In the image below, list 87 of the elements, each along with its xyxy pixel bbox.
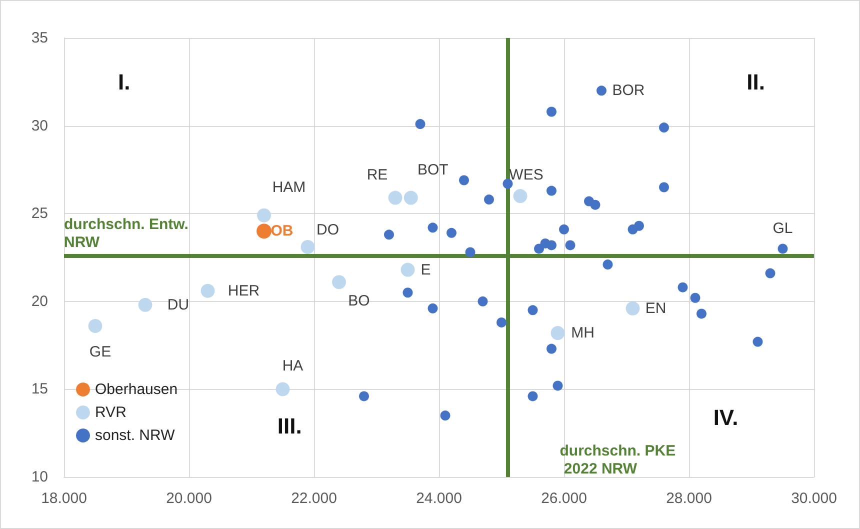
point	[596, 86, 606, 96]
x-tick-label: 20.000	[166, 490, 212, 507]
point	[678, 282, 688, 292]
point	[440, 410, 450, 421]
annotation: EN	[645, 300, 666, 317]
point	[415, 119, 426, 130]
point	[602, 260, 613, 270]
y-tick-label: 30	[31, 117, 48, 134]
annotation: E	[420, 261, 431, 278]
point	[300, 240, 315, 254]
ref-line-label: durchschn. Entw. NRW	[64, 216, 193, 252]
point	[484, 194, 494, 205]
point	[690, 292, 700, 303]
x-tick-label: 24.000	[416, 490, 462, 507]
y-tick-label: 35	[31, 30, 48, 46]
point	[626, 301, 640, 316]
point	[546, 106, 556, 117]
point	[659, 122, 669, 133]
annotation: IV.	[713, 404, 738, 430]
point	[388, 190, 402, 205]
x-tick-label: 30.000	[791, 490, 837, 507]
point	[138, 298, 152, 312]
point	[465, 247, 476, 258]
point	[528, 305, 538, 316]
point	[257, 208, 271, 222]
annotation: BO	[348, 292, 370, 310]
annotation: II.	[746, 70, 766, 95]
point	[478, 296, 488, 306]
annotation: OB	[270, 222, 294, 240]
point	[384, 230, 394, 240]
point	[552, 380, 563, 391]
annotation: DU	[167, 296, 190, 314]
point	[696, 308, 706, 319]
point	[546, 186, 556, 196]
point	[332, 275, 346, 290]
point	[88, 318, 102, 333]
point	[513, 189, 528, 204]
x-tick-label: 22.000	[291, 490, 337, 507]
legend-label: sonst. NRW	[95, 427, 176, 444]
point	[276, 382, 290, 396]
point	[590, 200, 600, 210]
annotation: GE	[89, 343, 112, 360]
point	[400, 262, 415, 277]
y-tick-label: 10	[31, 468, 48, 486]
annotation: DO	[316, 221, 339, 238]
point	[778, 244, 788, 254]
point	[559, 224, 569, 234]
point	[359, 391, 369, 402]
y-tick-label: 20	[31, 292, 48, 310]
annotation: HAM	[272, 178, 306, 196]
annotation: MH	[571, 324, 594, 342]
point	[546, 344, 556, 354]
y-tick-label: 15	[31, 380, 48, 398]
y-tick-label: 25	[31, 205, 48, 222]
point	[496, 317, 506, 328]
point	[565, 240, 576, 250]
x-tick-label: 26.000	[541, 490, 587, 507]
x-tick-label: 18.000	[41, 490, 87, 507]
annotation: BOR	[612, 82, 645, 100]
point	[765, 268, 776, 278]
annotation: III.	[277, 414, 302, 439]
point	[428, 303, 438, 314]
point	[634, 220, 644, 231]
point	[404, 190, 418, 205]
point	[459, 175, 469, 186]
x-tick-label: 28.000	[666, 490, 712, 507]
legend-label: Oberhausen	[95, 381, 178, 398]
annotation: BOT	[417, 161, 448, 178]
point	[428, 222, 438, 233]
annotation: HER	[228, 282, 260, 300]
annotation: HA	[282, 358, 304, 375]
point	[528, 391, 538, 402]
point	[752, 336, 763, 347]
point	[659, 182, 669, 192]
ref-line-label: durchschn. PKE 2022 NRW	[560, 442, 676, 478]
annotation: I.	[118, 70, 130, 95]
point	[534, 244, 544, 254]
point	[256, 224, 272, 239]
annotation: GL	[772, 220, 793, 238]
annotation: RE	[366, 166, 388, 184]
point	[200, 284, 215, 298]
point	[502, 178, 513, 189]
point	[402, 288, 413, 298]
point	[446, 228, 456, 238]
point	[546, 240, 556, 250]
legend-label: RVR	[95, 404, 127, 421]
point	[550, 326, 565, 340]
